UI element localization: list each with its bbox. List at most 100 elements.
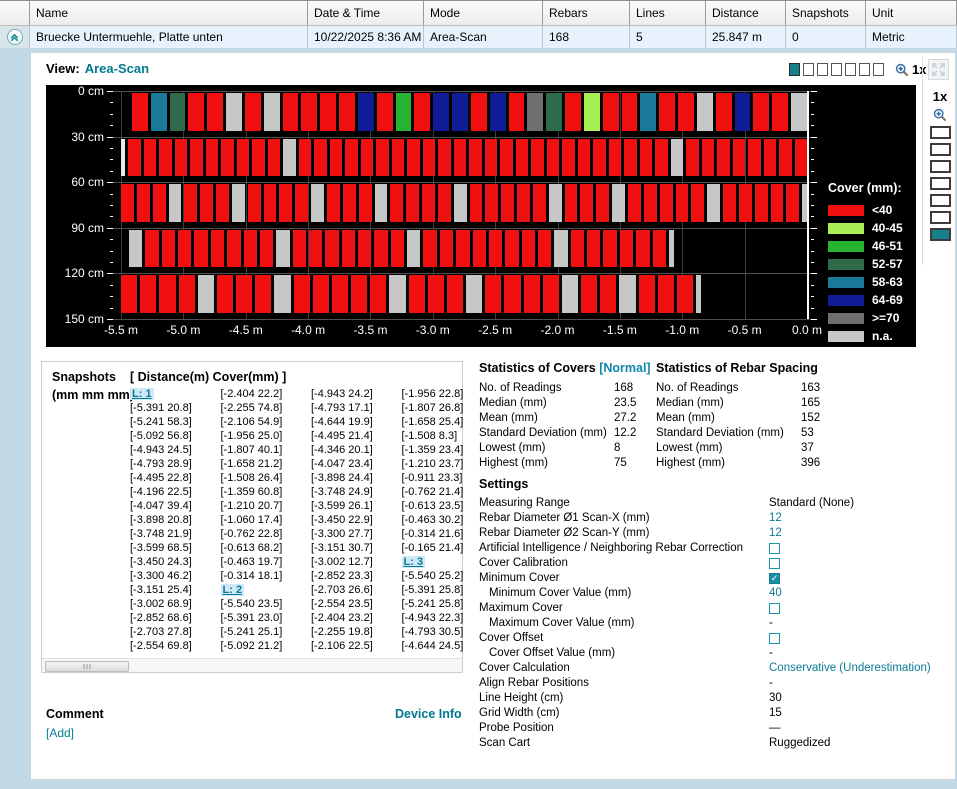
line-link[interactable]: L: 3 — [402, 556, 426, 568]
cover-bar — [327, 184, 340, 222]
gridline-h — [113, 228, 811, 229]
gridline-h — [113, 182, 811, 183]
axis-tick-left — [107, 319, 113, 320]
cover-bar — [490, 93, 506, 131]
side-zoom-box-2[interactable] — [930, 143, 951, 156]
snapshots-column-header: [ Distance(m) Cover(mm) ] — [130, 370, 286, 384]
x-axis-label: -5.0 m — [157, 323, 209, 337]
setting-row: Cover CalculationConservative (Underesti… — [479, 661, 949, 676]
side-zoom-box-7[interactable] — [930, 228, 951, 241]
zoom-square-7[interactable] — [873, 63, 884, 76]
zoom-square-4[interactable] — [831, 63, 842, 76]
snapshot-value: [-5.391 25.8] — [402, 584, 490, 598]
snapshots-hscrollbar[interactable] — [42, 658, 462, 672]
cover-bar — [145, 230, 158, 268]
cover-bar — [190, 139, 203, 177]
cover-bar — [624, 139, 637, 177]
cover-bar — [697, 93, 713, 131]
axis-tick-left — [110, 205, 113, 206]
setting-checkbox[interactable] — [769, 573, 780, 584]
cover-bar — [211, 230, 224, 268]
side-zoom-box-5[interactable] — [930, 194, 951, 207]
side-zoom-box-3[interactable] — [930, 160, 951, 173]
scan-table-row[interactable]: Bruecke Untermuehle, Platte unten10/22/2… — [0, 26, 957, 49]
cover-bar — [644, 184, 657, 222]
cover-bar — [571, 230, 584, 268]
setting-value: — — [769, 721, 781, 736]
cover-bar — [612, 184, 625, 222]
setting-checkbox[interactable] — [769, 633, 780, 644]
axis-tick-right — [811, 205, 814, 206]
cover-bar — [351, 275, 367, 313]
column-header-snapshots[interactable]: Snapshots — [786, 1, 866, 25]
line-link[interactable]: L: 1 — [130, 388, 154, 400]
column-header-date-time[interactable]: Date & Time — [308, 1, 424, 25]
hscrollbar-thumb[interactable] — [45, 661, 129, 672]
setting-value: - — [769, 646, 773, 661]
setting-checkbox[interactable] — [769, 543, 780, 554]
cover-bar — [374, 230, 387, 268]
line-link[interactable]: L: 2 — [221, 584, 245, 596]
side-zoom-box-4[interactable] — [930, 177, 951, 190]
cover-bar — [264, 93, 280, 131]
axis-tick-right — [811, 262, 814, 263]
zoom-square-3[interactable] — [817, 63, 828, 76]
snapshot-value: [-0.613 23.5] — [402, 500, 490, 514]
column-header-rebars[interactable]: Rebars — [543, 1, 630, 25]
cover-bar — [309, 230, 322, 268]
setting-checkbox[interactable] — [769, 558, 780, 569]
stats-covers-tag[interactable]: [Normal] — [599, 361, 650, 375]
device-info-link[interactable]: Device Info — [395, 707, 462, 721]
stat-label: Standard Deviation (mm) — [656, 427, 784, 439]
cover-bar — [162, 230, 175, 268]
cover-bar — [283, 93, 299, 131]
cover-bar — [128, 139, 141, 177]
settings-title: Settings — [479, 477, 949, 491]
expand-button[interactable] — [928, 59, 949, 80]
axis-tick-right — [811, 228, 817, 229]
column-header-unit[interactable]: Unit — [866, 1, 957, 25]
zoom-square-1[interactable] — [789, 63, 800, 76]
column-header-distance[interactable]: Distance — [706, 1, 786, 25]
side-zoom-box-6[interactable] — [930, 211, 951, 224]
cover-bar — [358, 230, 371, 268]
cover-bar — [332, 275, 348, 313]
setting-label: Maximum Cover — [479, 602, 563, 614]
cover-bar — [533, 184, 546, 222]
zoom-in-icon — [895, 63, 909, 77]
side-zoom-box-1[interactable] — [930, 126, 951, 139]
snapshot-value: [-0.463 19.7] — [221, 556, 309, 570]
zoom-square-2[interactable] — [803, 63, 814, 76]
snapshot-value: [-3.450 24.3] — [130, 556, 218, 570]
axis-tick-left — [107, 182, 113, 183]
zoom-square-6[interactable] — [859, 63, 870, 76]
cover-bar — [753, 93, 769, 131]
snapshot-value: [-1.060 17.4] — [221, 514, 309, 528]
legend-label: 46-51 — [872, 239, 903, 253]
axis-tick-left — [110, 308, 113, 309]
column-header-mode[interactable]: Mode — [424, 1, 543, 25]
cover-bar — [735, 93, 751, 131]
cover-bar — [471, 93, 487, 131]
cover-bar — [345, 139, 358, 177]
setting-checkbox[interactable] — [769, 603, 780, 614]
side-zoom-in-icon[interactable] — [933, 108, 947, 122]
x-axis-label: -2.0 m — [532, 323, 584, 337]
cover-bar — [578, 139, 591, 177]
row-cell-5: 25.847 m — [706, 26, 786, 48]
cover-bar — [771, 184, 784, 222]
column-header-lines[interactable]: Lines — [630, 1, 706, 25]
setting-row: Grid Width (cm)15 — [479, 706, 949, 721]
zoom-square-5[interactable] — [845, 63, 856, 76]
cover-bar — [739, 184, 752, 222]
setting-row: Rebar Diameter Ø1 Scan-X (mm)12 — [479, 511, 949, 526]
cover-bar — [361, 139, 374, 177]
snapshot-value: [-3.748 21.9] — [130, 528, 218, 542]
axis-tick-right — [811, 285, 814, 286]
collapse-row-button[interactable] — [7, 29, 23, 45]
comment-add-link[interactable]: [Add] — [46, 726, 74, 740]
cover-bar — [294, 275, 310, 313]
column-header-name[interactable]: Name — [30, 1, 308, 25]
snapshot-value: [-5.092 21.2] — [221, 640, 309, 654]
legend-label: 40-45 — [872, 221, 903, 235]
